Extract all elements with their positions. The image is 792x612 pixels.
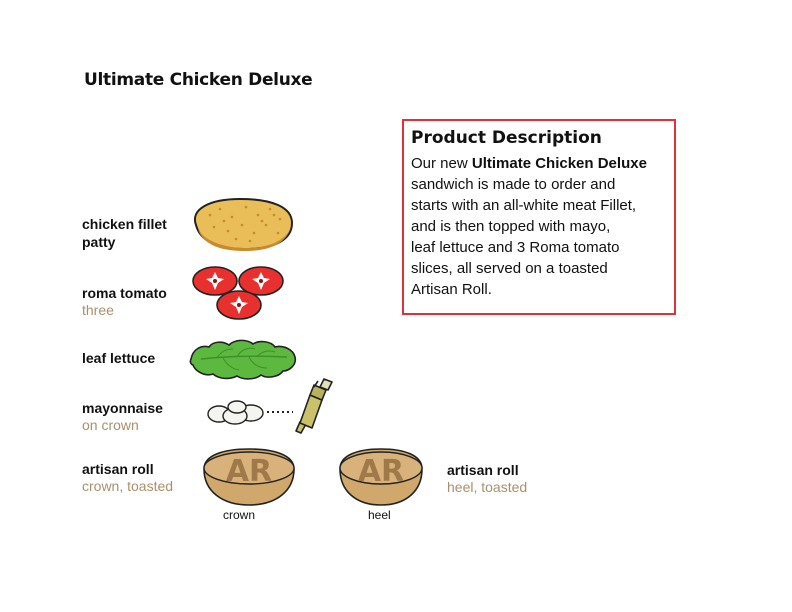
lettuce-leaf-icon [189,339,297,380]
ingredient-name-line2: patty [82,234,116,250]
label-artisan-roll-crown: artisan roll crown, toasted [82,460,173,494]
description-heading: Product Description [411,128,602,148]
ingredient-note: crown, toasted [82,478,174,494]
label-mayonnaise: mayonnaise on crown [82,399,163,433]
label-chicken-fillet: chicken fillet patty [82,215,167,251]
ingredient-name: mayonnaise [82,400,163,416]
chicken-fillet-icon [193,197,294,251]
description-line: starts with an all-white meat Fillet, [411,197,637,214]
page-title: Ultimate Chicken Deluxe [84,70,313,90]
ingredient-name: artisan roll [447,462,519,478]
description-line: Artisan Roll. [411,281,492,298]
ingredient-note: heel, toasted [447,479,528,495]
bun-stamp-heel: AR [358,454,404,489]
label-leaf-lettuce: leaf lettuce [82,349,155,367]
artisan-roll-crown-icon: AR [203,448,295,506]
ingredient-name: chicken fillet [82,216,167,232]
description-text: Our new Ultimate Chicken Deluxe sandwich… [411,153,668,300]
caption-heel: heel [368,508,391,522]
sauce-gun-icon [295,378,333,434]
ingredient-name: roma tomato [82,285,167,301]
description-line: and is then topped with mayo, [411,218,611,235]
label-artisan-roll-heel: artisan roll heel, toasted [447,461,527,495]
tomato-slices-icon [192,266,284,320]
artisan-roll-heel-icon: AR [339,448,423,506]
bun-stamp-crown: AR [226,454,272,489]
description-line: slices, all served on a toasted [411,260,608,277]
description-line: Our new Ultimate Chicken Deluxe [411,153,668,174]
ingredient-note: three [82,302,114,318]
product-description-box: Product Description Our new Ultimate Chi… [402,119,676,315]
label-roma-tomato: roma tomato three [82,284,167,318]
mayonnaise-icon [207,400,264,425]
description-intro: Our new [411,155,472,172]
description-line: leaf lettuce and 3 Roma tomato [411,239,620,256]
dotted-connector [267,411,293,413]
ingredient-name: leaf lettuce [82,350,156,366]
ingredient-note: on crown [82,417,139,433]
description-product-name: Ultimate Chicken Deluxe [471,155,647,172]
caption-crown: crown [223,508,256,522]
description-line: sandwich is made to order and [411,176,616,193]
ingredient-name: artisan roll [82,461,154,477]
